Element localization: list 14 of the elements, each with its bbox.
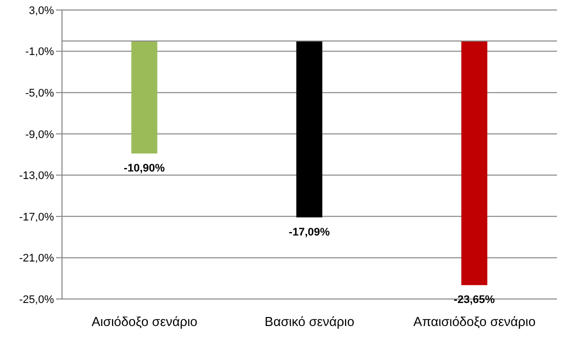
x-tick-label: Απαισιόδοξο σενάριο (413, 314, 536, 330)
data-label: -10,90% (124, 162, 165, 174)
y-tick-label: 3,0% (28, 4, 54, 17)
y-tick-label: -25,0% (19, 294, 54, 306)
x-tick-label: Βασικό σενάριο (264, 314, 354, 330)
y-tick-label: -1,0% (25, 46, 54, 58)
y-tick-label: -21,0% (19, 252, 54, 265)
data-label: -23,65% (454, 294, 495, 306)
y-tick-label: -13,0% (19, 170, 54, 182)
y-tick-label: -9,0% (25, 128, 54, 141)
y-tick-label: -17,0% (19, 211, 54, 224)
y-tick-label: -5,0% (25, 87, 54, 100)
x-tick-label: Αισιόδοξο σενάριο (92, 314, 198, 330)
data-label: -17,09% (288, 226, 330, 238)
